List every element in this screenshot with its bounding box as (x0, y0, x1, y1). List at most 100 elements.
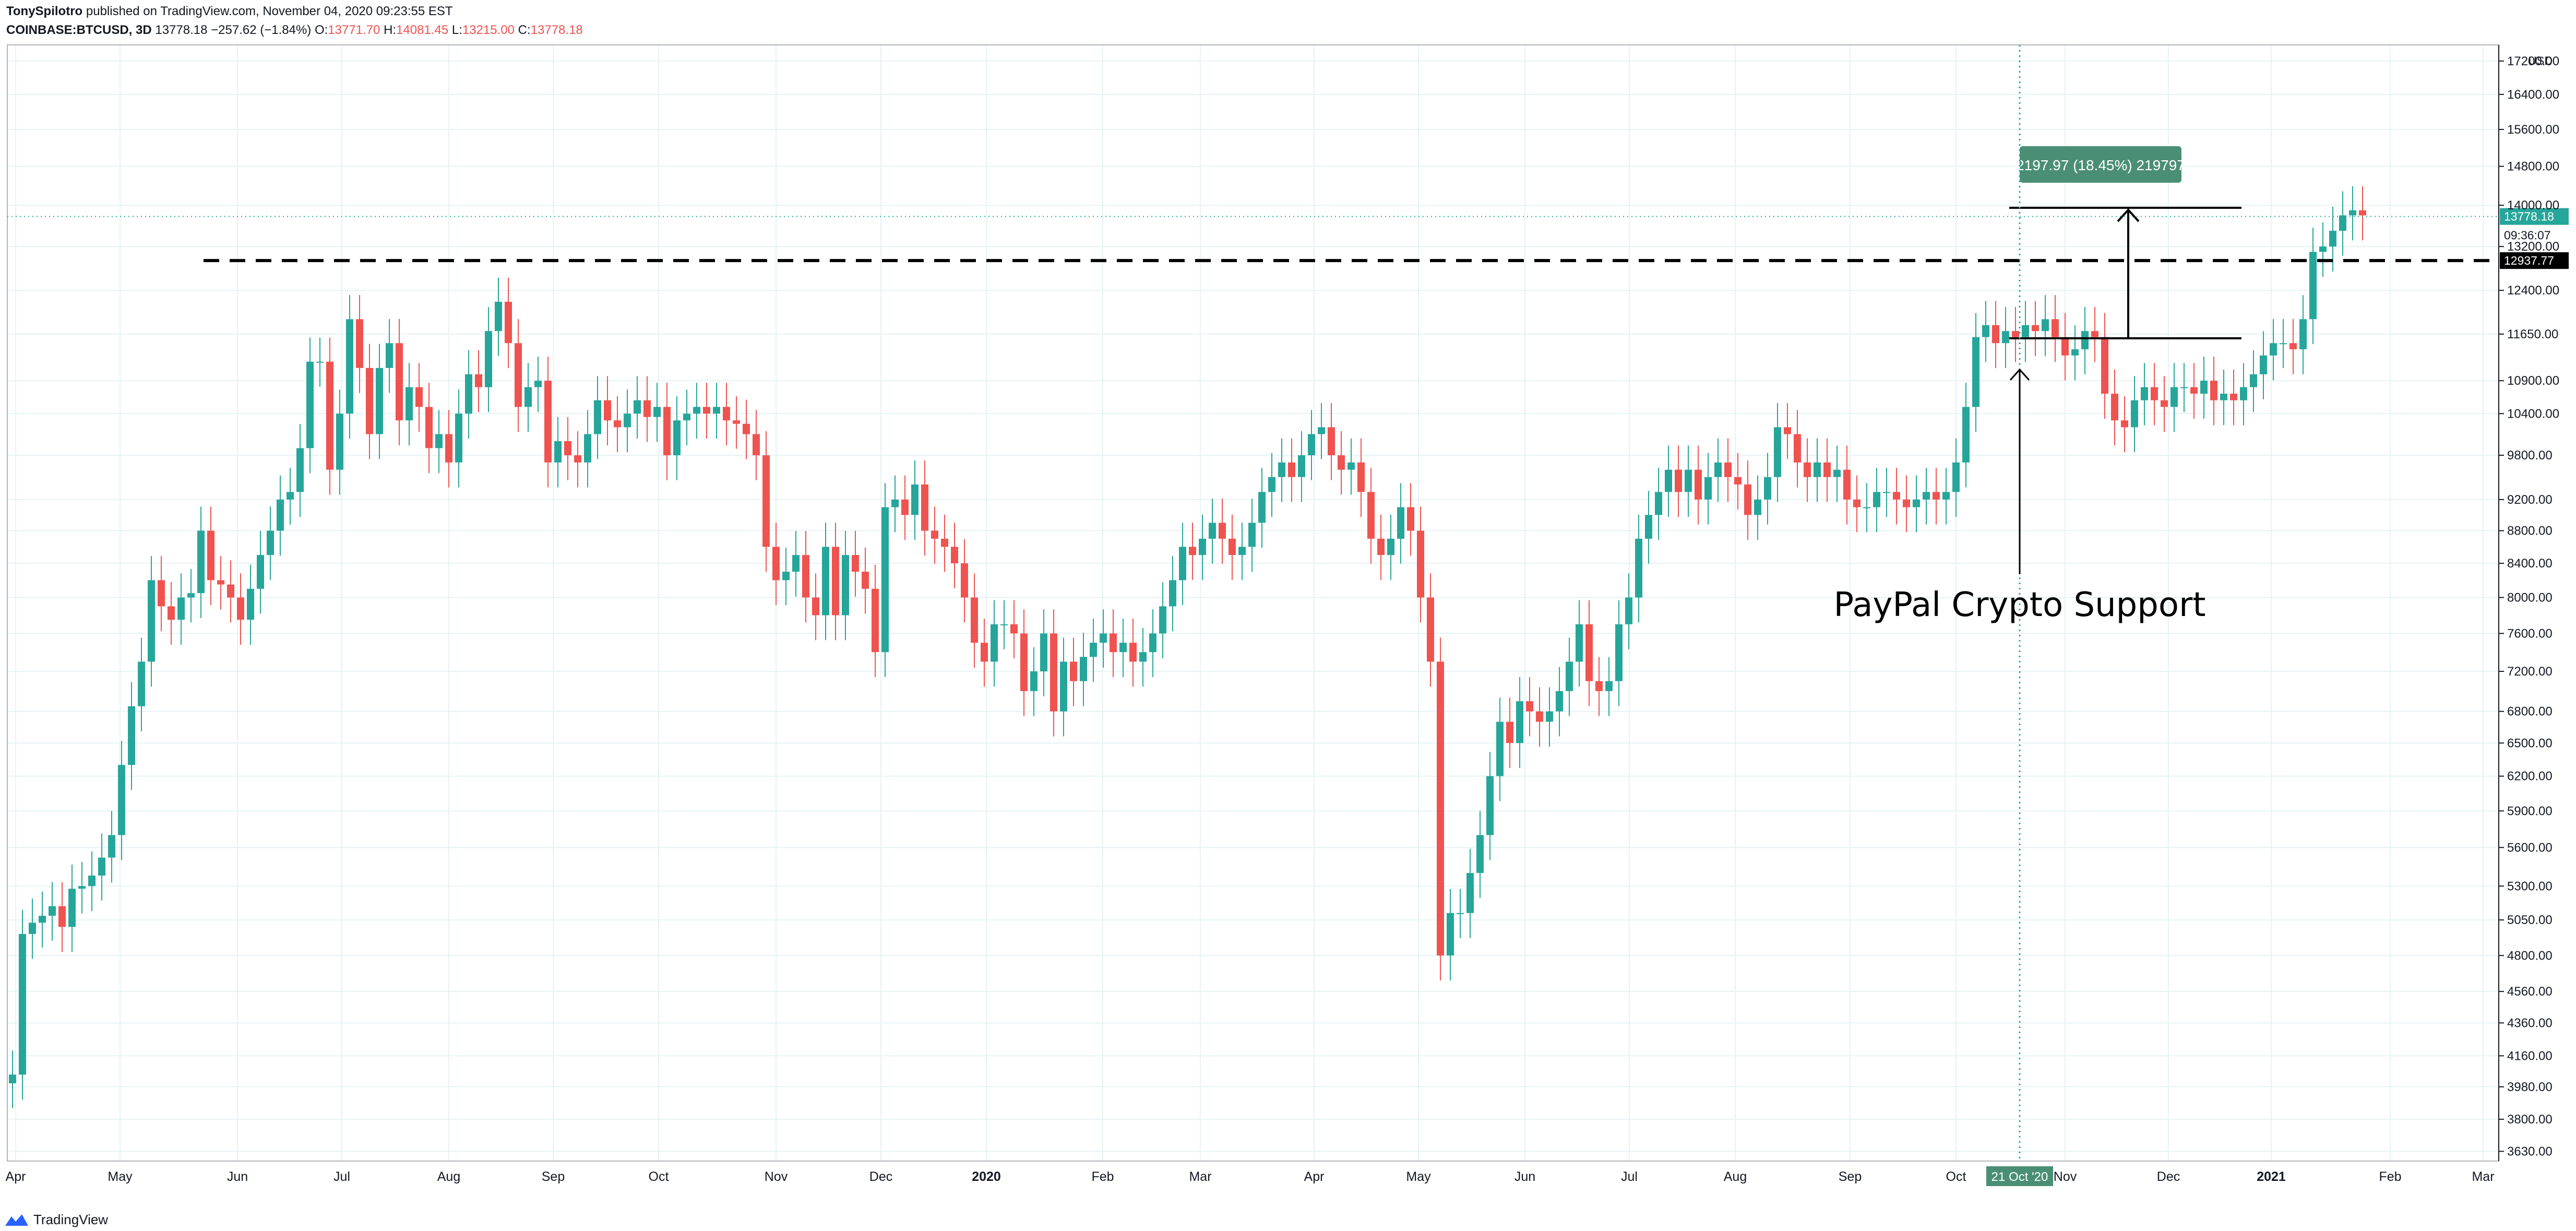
candle-body (703, 407, 710, 414)
tradingview-logo[interactable]: TradingView (4, 1212, 108, 1228)
candle (1427, 573, 1434, 687)
time-axis[interactable]: Apr May Jun Jul Aug Sep Oct Nov Dec 2020 Feb Mar Apr… (6, 1166, 2495, 1186)
candle (604, 376, 611, 446)
candle (2032, 301, 2039, 356)
candle-body (1377, 538, 1385, 555)
candle-body (832, 547, 839, 616)
candle (1804, 438, 1811, 502)
price-axis[interactable]: 17200.00 16400.00 15600.00 14800.00 14000.00… (2499, 54, 2559, 1159)
candle (1714, 438, 1722, 502)
author-name[interactable]: TonySpilotro (6, 4, 83, 18)
y-tick-label: 3630.00 (2507, 1144, 2553, 1158)
candle-body (1020, 633, 1028, 691)
candle (753, 410, 760, 480)
candle-body (2042, 319, 2049, 332)
candle-body (1863, 507, 1870, 508)
candle-body (415, 387, 423, 407)
candle (564, 417, 571, 480)
candle-body (881, 507, 889, 653)
candle-body (1833, 469, 1841, 477)
candle (2180, 363, 2188, 412)
candle (1734, 453, 1742, 510)
y-tick-label: 11650.00 (2507, 327, 2558, 341)
candle-body (961, 563, 968, 598)
candle-body (1615, 624, 1623, 681)
candle (336, 389, 343, 495)
candle-body (39, 916, 46, 923)
open-label: O: (314, 23, 328, 37)
candle-body (2250, 374, 2257, 387)
candle (1744, 460, 1751, 540)
candle-body (138, 661, 145, 706)
candle (58, 882, 66, 952)
candle-body (1794, 434, 1801, 463)
candle (1814, 438, 1821, 502)
candle-body (842, 555, 849, 616)
candle-body (1010, 624, 1018, 634)
candle (386, 319, 393, 393)
candle (1893, 468, 1900, 525)
symbol-label[interactable]: COINBASE:BTCUSD, 3D (6, 23, 152, 37)
candle (88, 851, 96, 912)
candle (197, 506, 205, 618)
candle-body (1675, 469, 1682, 492)
candle-body (1933, 492, 1940, 500)
candle-body (2101, 337, 2108, 394)
candle-body (1982, 325, 1989, 337)
x-tick-label: Feb (1091, 1169, 1114, 1184)
candle-body (2289, 343, 2297, 350)
candle-body (951, 547, 958, 564)
annotation-label: PayPal Crypto Support (1834, 586, 2206, 624)
x-tick-label: Nov (765, 1169, 788, 1184)
candle (1724, 438, 1732, 502)
candle (723, 383, 730, 446)
candle (624, 389, 631, 453)
candle (1952, 438, 1960, 517)
candle-body (366, 368, 373, 434)
candle-body (1576, 624, 1583, 662)
candle (1169, 556, 1176, 632)
candle-body (1952, 462, 1960, 492)
candle (1585, 600, 1593, 706)
y-tick-label: 9200.00 (2507, 493, 2553, 507)
candle-body (574, 455, 581, 463)
candle-body (2309, 252, 2317, 319)
candle-body (2230, 394, 2237, 400)
candle-body (594, 400, 601, 434)
candle-body (465, 374, 472, 414)
candle-body (1357, 462, 1365, 492)
y-tick-label: 5600.00 (2507, 841, 2553, 855)
candle-body (2349, 210, 2356, 216)
candle-body (515, 343, 522, 407)
candle (505, 277, 512, 369)
candle (1100, 609, 1107, 668)
candle-body (1417, 530, 1424, 598)
candle-body (1873, 492, 1880, 507)
candle-body (2220, 394, 2227, 400)
candle-body (1923, 492, 1930, 500)
candle-body (1100, 633, 1107, 643)
close-value: 13778.18 (530, 23, 583, 37)
candle (812, 573, 819, 641)
candle-body (445, 434, 452, 463)
candle (2289, 319, 2297, 374)
candle (792, 530, 800, 597)
candle (1595, 657, 1603, 716)
candle (1695, 445, 1702, 525)
candle (1764, 453, 1771, 525)
candle-body (1278, 462, 1285, 477)
candle-body (653, 407, 661, 417)
candle-body (564, 441, 571, 456)
candle-body (1328, 427, 1335, 456)
x-tick-label: Nov (2054, 1169, 2077, 1184)
y-tick-label: 5300.00 (2507, 879, 2553, 893)
candle-body (1050, 633, 1057, 712)
candle (2131, 376, 2138, 453)
candle (406, 363, 413, 446)
candle-body (1843, 469, 1851, 500)
x-tick-label: Jun (227, 1169, 248, 1184)
candle (852, 530, 859, 597)
candle (891, 475, 899, 532)
candle-body (1645, 515, 1652, 539)
